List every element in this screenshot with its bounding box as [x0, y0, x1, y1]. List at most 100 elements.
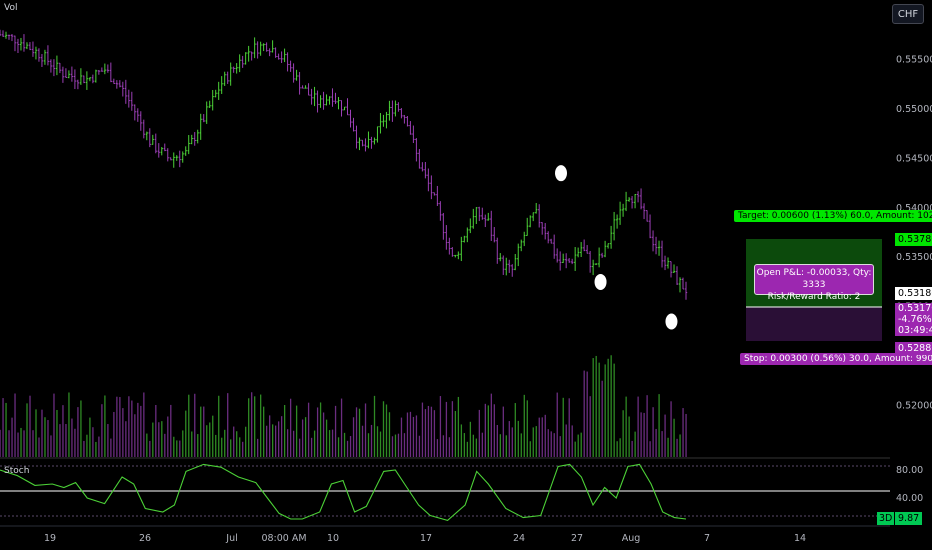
volume-bar	[451, 401, 454, 457]
volume-bar	[589, 396, 591, 457]
volume-bar	[613, 363, 615, 457]
volume-bar	[227, 393, 229, 457]
volume-bar	[131, 400, 133, 457]
bar-countdown: 03:49:48	[898, 325, 932, 336]
volume-bar	[538, 417, 540, 457]
volume-bar	[206, 425, 208, 457]
volume-bar	[334, 405, 337, 457]
stoch-k-line	[0, 463, 687, 522]
volume-bar	[110, 438, 112, 457]
current-price-badge: 0.53170 -4.76% 03:49:48	[895, 303, 932, 336]
volume-bar	[520, 433, 522, 457]
volume-bar	[394, 434, 397, 457]
volume-bars	[0, 355, 687, 457]
volume-bar	[194, 393, 196, 457]
volume-bar	[44, 417, 46, 457]
volume-bar	[86, 434, 88, 457]
volume-bar	[670, 401, 672, 457]
volume-bar	[349, 436, 352, 457]
volume-bar	[577, 434, 579, 457]
volume-bar	[640, 412, 642, 457]
volume-bar	[601, 380, 603, 457]
volume-bar	[143, 392, 145, 457]
volume-bar	[676, 438, 678, 457]
volume-bar	[436, 439, 439, 457]
volume-bar	[35, 409, 37, 457]
volume-bar	[559, 436, 561, 457]
volume-bar	[65, 424, 67, 457]
volume-bar	[550, 431, 552, 457]
volume-bar	[122, 408, 124, 457]
volume-bar	[466, 441, 469, 457]
volume-bar	[125, 421, 127, 457]
volume-bar	[460, 424, 463, 457]
volume-bar	[200, 406, 202, 457]
volume-bar	[218, 395, 220, 457]
volume-bar	[529, 441, 531, 457]
volume-indicator-label[interactable]: Vol	[4, 3, 18, 13]
volume-bar	[328, 430, 331, 457]
volume-bar	[188, 394, 190, 457]
time-tick-label: 10	[327, 533, 339, 544]
volume-bar	[74, 428, 76, 457]
volume-bar	[343, 432, 346, 457]
time-tick-label: 08:00 AM	[261, 533, 306, 544]
volume-bar	[266, 425, 268, 457]
volume-bar	[376, 426, 379, 457]
volume-bar	[239, 437, 241, 457]
volume-bar	[553, 433, 555, 457]
volume-bar	[517, 420, 519, 457]
volume-bar	[280, 416, 283, 457]
volume-bar	[23, 430, 25, 457]
time-tick-label: 27	[571, 533, 583, 544]
volume-bar	[92, 427, 94, 457]
volume-bar	[283, 405, 286, 457]
volume-bar	[41, 409, 43, 457]
stoch-value-badge: 9.87	[895, 512, 923, 525]
volume-bar	[182, 430, 184, 457]
price-tick-label: 0.52000	[896, 401, 932, 412]
volume-bar	[373, 395, 376, 457]
target-label: Target: 0.00600 (1.13%) 60.0, Amount: 10…	[734, 210, 932, 222]
volume-bar	[511, 427, 513, 457]
volume-bar	[463, 433, 466, 457]
volume-bar	[625, 396, 627, 457]
volume-bar	[673, 418, 675, 457]
stoch-indicator-label[interactable]: Stoch	[4, 466, 30, 476]
volume-bar	[176, 440, 178, 457]
currency-button[interactable]: CHF	[892, 4, 924, 24]
volume-bar	[137, 402, 139, 457]
volume-bar	[610, 355, 612, 457]
volume-bar	[248, 398, 250, 457]
volume-bar	[128, 396, 130, 457]
volume-bar	[478, 409, 481, 457]
volume-bar	[604, 364, 606, 457]
volume-bar	[499, 434, 501, 457]
volume-bar	[170, 404, 172, 457]
volume-bar	[382, 401, 385, 457]
time-tick-label: 19	[44, 533, 56, 544]
volume-bar	[352, 417, 355, 457]
volume-bar	[403, 433, 406, 457]
signal-marker	[594, 273, 607, 290]
volume-bar	[152, 422, 154, 457]
volume-bar	[514, 403, 516, 457]
volume-bar	[119, 397, 121, 457]
volume-bar	[367, 433, 370, 457]
volume-bar	[496, 424, 498, 457]
volume-bar	[68, 392, 70, 457]
volume-bar	[646, 395, 648, 457]
volume-bar	[313, 430, 316, 457]
volume-bar	[457, 396, 460, 457]
volume-bar	[173, 436, 175, 457]
volume-bar	[134, 414, 136, 457]
volume-bar	[77, 407, 79, 457]
volume-bar	[298, 438, 301, 457]
volume-bar	[29, 395, 31, 457]
volume-bar	[203, 406, 205, 457]
volume-bar	[215, 434, 217, 457]
volume-bar	[631, 440, 633, 457]
stop-price-badge: 0.52886	[895, 342, 932, 355]
volume-bar	[445, 401, 448, 457]
